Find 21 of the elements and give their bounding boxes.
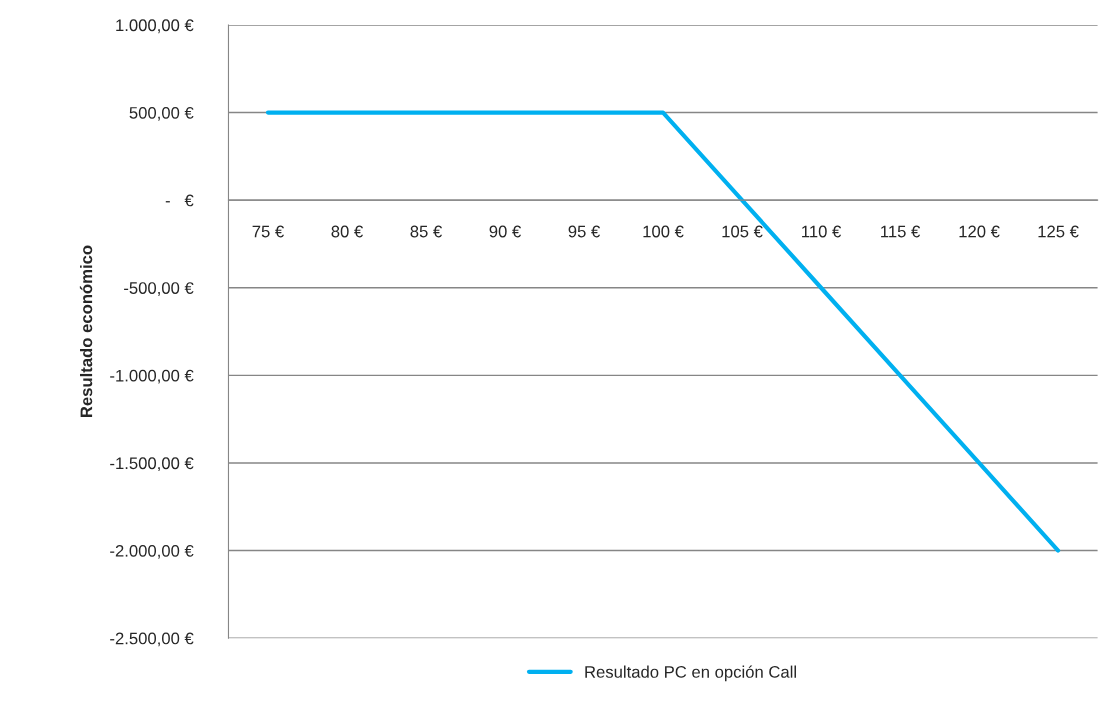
y-tick-label: 500,00 € bbox=[129, 106, 194, 121]
y-tick-label: -1.500,00 € bbox=[110, 457, 194, 472]
x-tick-label: 125 € bbox=[1038, 225, 1079, 238]
y-tick-label: -1.000,00 € bbox=[110, 369, 194, 384]
y-tick-label: -500,00 € bbox=[124, 282, 194, 296]
x-tick-label: 105 € bbox=[722, 225, 763, 238]
x-tick-label: 95 € bbox=[568, 225, 601, 238]
x-tick-label: 110 € bbox=[802, 225, 842, 238]
y-axis-title: Resultado económico bbox=[79, 245, 93, 418]
y-tick-label: -2.000,00 € bbox=[110, 544, 194, 559]
y-tick-label: 1.000,00 € bbox=[116, 19, 194, 34]
y-tick-label: -2.500,00 € bbox=[110, 632, 194, 647]
x-tick-label: 80 € bbox=[331, 225, 363, 238]
x-tick-label: 90 € bbox=[489, 225, 521, 238]
y-tick-label: - € bbox=[165, 194, 194, 207]
x-tick-label: 100 € bbox=[643, 225, 684, 238]
x-tick-label: 115 € bbox=[881, 225, 921, 238]
legend-label: Resultado PC en opción Call bbox=[585, 665, 796, 682]
x-tick-label: 75 € bbox=[252, 225, 284, 238]
x-tick-label: 85 € bbox=[410, 225, 442, 238]
x-tick-label: 120 € bbox=[959, 225, 1000, 238]
